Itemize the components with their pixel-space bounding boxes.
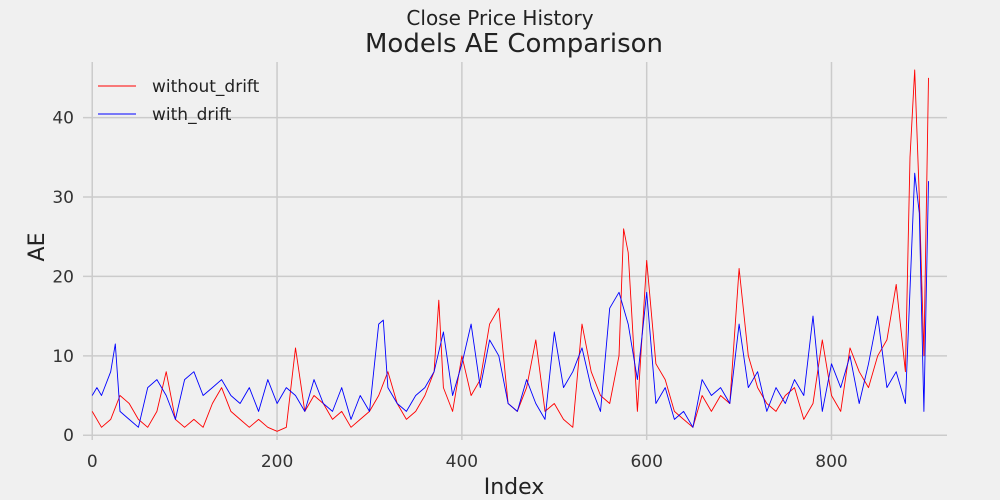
legend-label: with_drift: [152, 105, 232, 125]
grid: [83, 62, 947, 440]
y-tick-label: 10: [52, 347, 74, 367]
x-tick-label: 800: [815, 452, 847, 472]
series-lines: [91, 69, 929, 432]
x-tick-label: 0: [87, 452, 98, 472]
y-tick-label: 30: [52, 188, 74, 208]
y-tick-label: 0: [63, 426, 74, 446]
series-line-with-drift: [91, 172, 929, 428]
legend-label: without_drift: [152, 77, 260, 97]
y-axis-label: AE: [25, 233, 50, 262]
x-axis-label: Index: [484, 475, 545, 500]
x-tick-label: 200: [261, 452, 293, 472]
y-tick-label: 20: [52, 267, 74, 287]
series-line-without-drift: [91, 69, 929, 432]
chart-title: Models AE Comparison: [365, 29, 663, 59]
chart-suptitle: Close Price History: [406, 6, 593, 30]
tick-labels: 0 200 400 600 800 0 10 20 30 40: [52, 109, 847, 472]
x-tick-label: 600: [630, 452, 662, 472]
y-tick-label: 40: [52, 109, 74, 129]
x-tick-label: 400: [446, 452, 478, 472]
legend: without_drift with_drift: [98, 77, 260, 125]
